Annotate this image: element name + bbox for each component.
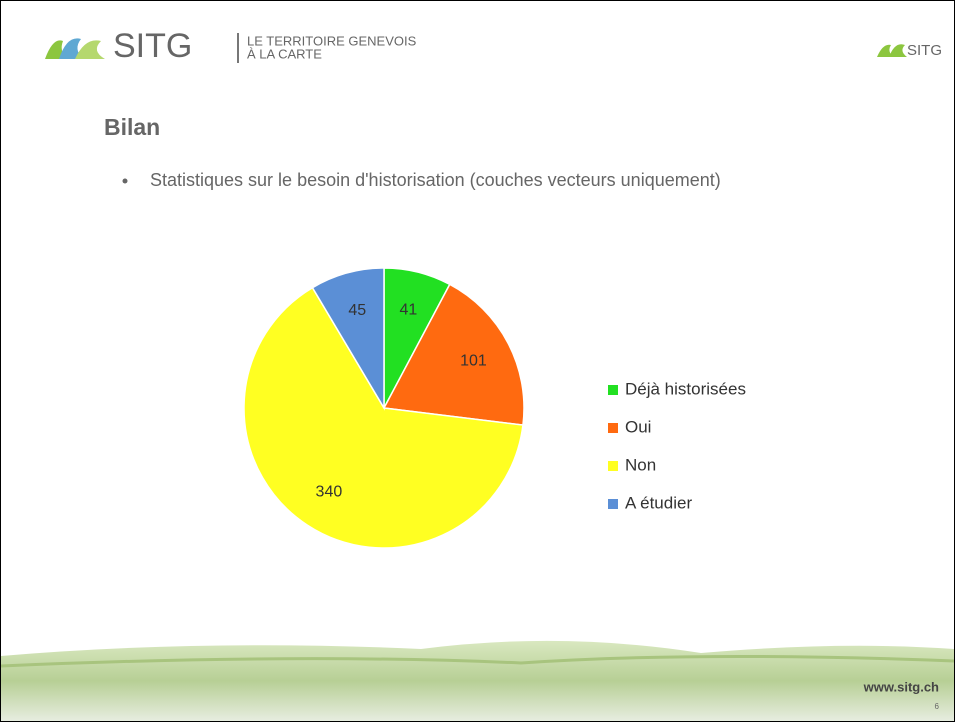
legend-swatch xyxy=(608,461,618,471)
footer-landscape xyxy=(1,641,954,721)
data-label: 340 xyxy=(316,484,343,501)
slide-canvas: SITG LE TERRITOIRE GENEVOIS À LA CARTE S… xyxy=(1,1,954,721)
bullet-text: Statistiques sur le besoin d'historisati… xyxy=(150,170,721,190)
legend-label: Oui xyxy=(625,417,651,436)
data-label: 45 xyxy=(348,302,366,319)
data-label: 101 xyxy=(460,353,487,370)
logo-text: SITG xyxy=(113,27,192,65)
logo-icon xyxy=(45,38,105,59)
data-label: 41 xyxy=(399,301,417,318)
logo-text-small: SITG xyxy=(907,42,942,59)
logo-icon-small xyxy=(877,44,907,57)
page-number: 6 xyxy=(935,702,940,711)
pie-chart: 41 101 340 45 Déjà historisées Oui Non A étudie… xyxy=(244,268,746,548)
legend-label: Non xyxy=(625,455,656,474)
bullet-dot xyxy=(123,179,128,184)
slide-title: Bilan xyxy=(104,114,160,140)
legend-swatch xyxy=(608,423,618,433)
tagline: À LA CARTE xyxy=(247,46,322,61)
footer-url: www.sitg.ch xyxy=(863,679,939,694)
slide: SITG LE TERRITOIRE GENEVOIS À LA CARTE S… xyxy=(0,0,955,722)
legend-swatch xyxy=(608,385,618,395)
legend-label: Déjà historisées xyxy=(625,379,746,398)
legend-label: A étudier xyxy=(625,493,692,512)
legend-swatch xyxy=(608,499,618,509)
